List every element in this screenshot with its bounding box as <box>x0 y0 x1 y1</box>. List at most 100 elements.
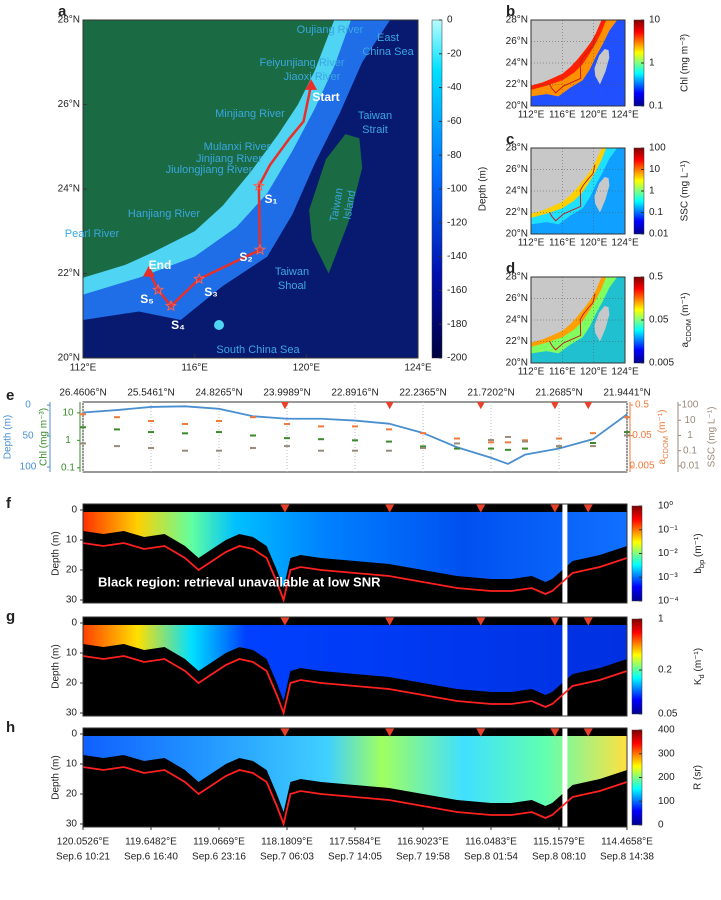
station-marker <box>583 504 593 513</box>
y-tick-label: 0 <box>71 505 77 516</box>
no-data-region <box>83 755 627 827</box>
colorbar-tick-label: -20 <box>447 48 462 59</box>
y-axis-label: Depth (m) <box>51 531 62 575</box>
y-tick-label: 0.1 <box>683 445 697 456</box>
y-tick-label: 30 <box>66 708 78 719</box>
colorbar-tick-label: 0.2 <box>658 665 672 676</box>
x-tick-label: 120°E <box>580 367 608 378</box>
data-gap <box>562 617 568 716</box>
x-tick-label: 112°E <box>70 363 97 374</box>
series-point <box>148 420 154 423</box>
place-name: East <box>377 32 399 44</box>
colorbar-tick-label: 10⁻¹ <box>658 524 678 535</box>
series-point <box>182 432 188 435</box>
x-tick-time: Sep.7 19:58 <box>396 852 450 863</box>
station-marker <box>550 504 560 513</box>
station-marker <box>385 617 395 626</box>
label-part: a <box>680 341 691 347</box>
x-tick-label: 116°E <box>549 110 576 121</box>
series-point <box>284 422 290 425</box>
colorbar-label: Kd (m⁻¹) <box>693 648 707 685</box>
series-point <box>216 449 222 452</box>
station-marker <box>476 617 486 626</box>
series-point <box>386 440 392 443</box>
station-label: S₅ <box>140 292 154 306</box>
series-point <box>522 447 528 450</box>
series-point <box>454 447 460 450</box>
series-point <box>590 432 596 435</box>
colorbar-label: Chl (mg m⁻³) <box>680 34 691 92</box>
y-tick-label: 24°N <box>506 315 528 326</box>
y-tick-label: 20 <box>66 678 78 689</box>
frame <box>82 616 628 717</box>
colorbar-label: SSC (mg L⁻¹) <box>680 161 691 222</box>
place-name: Feiyunjiang River <box>260 57 345 69</box>
x-tick-label: 116°E <box>549 238 576 249</box>
place-name: Jinjiang River <box>196 153 262 165</box>
series-point <box>590 441 596 444</box>
x-tick-label: 124°E <box>404 363 432 374</box>
label-part: (m⁻¹) <box>693 533 704 559</box>
taiwan <box>594 306 610 342</box>
panel-label: a <box>58 3 67 20</box>
land <box>531 20 602 86</box>
series-point <box>556 437 562 440</box>
series-point <box>488 447 494 450</box>
series-point <box>352 449 358 452</box>
y-tick-label: 20 <box>66 565 78 576</box>
station-star <box>193 272 206 285</box>
x-tick-label: 119.6482°E <box>125 837 177 848</box>
colorbar-tick-label: 400 <box>658 725 675 736</box>
place-name: Mulanxi River <box>204 141 271 153</box>
place-name: Island <box>341 189 358 220</box>
colorbar <box>631 618 643 715</box>
station-marker <box>476 728 486 737</box>
frame <box>82 503 628 604</box>
label-part: CDOM <box>661 436 670 459</box>
y-tick-label: 1 <box>65 435 71 446</box>
bottom-depth-line <box>82 766 628 828</box>
colorbar-tick-label: 0.1 <box>649 207 663 218</box>
land <box>83 20 335 278</box>
place-name: Taiwan <box>275 266 309 278</box>
series-point <box>488 439 494 442</box>
label-part: bp <box>697 560 706 568</box>
y-tick-label: 10 <box>62 408 74 419</box>
place-name: China Sea <box>362 46 414 58</box>
cruise-track <box>549 36 596 94</box>
surface-mask <box>83 617 627 625</box>
x-tick-label: 24.8265°N <box>195 388 242 399</box>
x-tick-label: 114.4658°E <box>601 837 653 848</box>
label-part: b <box>693 568 704 574</box>
colorbar-tick-label: -140 <box>447 251 467 262</box>
place-name: Jiulongjiang River <box>166 164 253 176</box>
series-point <box>318 449 324 452</box>
frame <box>530 19 626 107</box>
series-point <box>114 416 120 419</box>
y-tick-label: 28°N <box>506 272 528 283</box>
series-point <box>624 431 630 434</box>
label-part: (m⁻¹) <box>657 410 668 436</box>
series-point <box>352 425 358 428</box>
panel-label: g <box>6 608 15 625</box>
cruise-track <box>147 84 313 308</box>
station-marker <box>550 402 559 410</box>
label-part: K <box>693 678 704 685</box>
panel-label: h <box>6 719 15 736</box>
place-name: Hanjiang River <box>128 208 200 220</box>
y-tick-label: 30 <box>66 819 78 830</box>
series-point <box>556 445 562 448</box>
axis-label: Depth (m) <box>3 415 14 459</box>
x-tick-label: 117.5584°E <box>329 837 381 848</box>
x-tick-label: 21.9441°N <box>603 388 650 399</box>
series-point <box>522 440 528 443</box>
colorbar-label: Depth (m) <box>478 167 489 211</box>
x-tick-label: 112°E <box>518 367 545 378</box>
colorbar-tick-label: 1 <box>649 58 655 69</box>
place-name: Oujiang River <box>297 24 364 36</box>
x-tick-label: 25.5461°N <box>127 388 174 399</box>
x-tick-label: 26.4606°N <box>59 388 106 399</box>
y-tick-label: 20°N <box>58 353 80 364</box>
colorbar-tick-label: 0.5 <box>649 272 663 283</box>
